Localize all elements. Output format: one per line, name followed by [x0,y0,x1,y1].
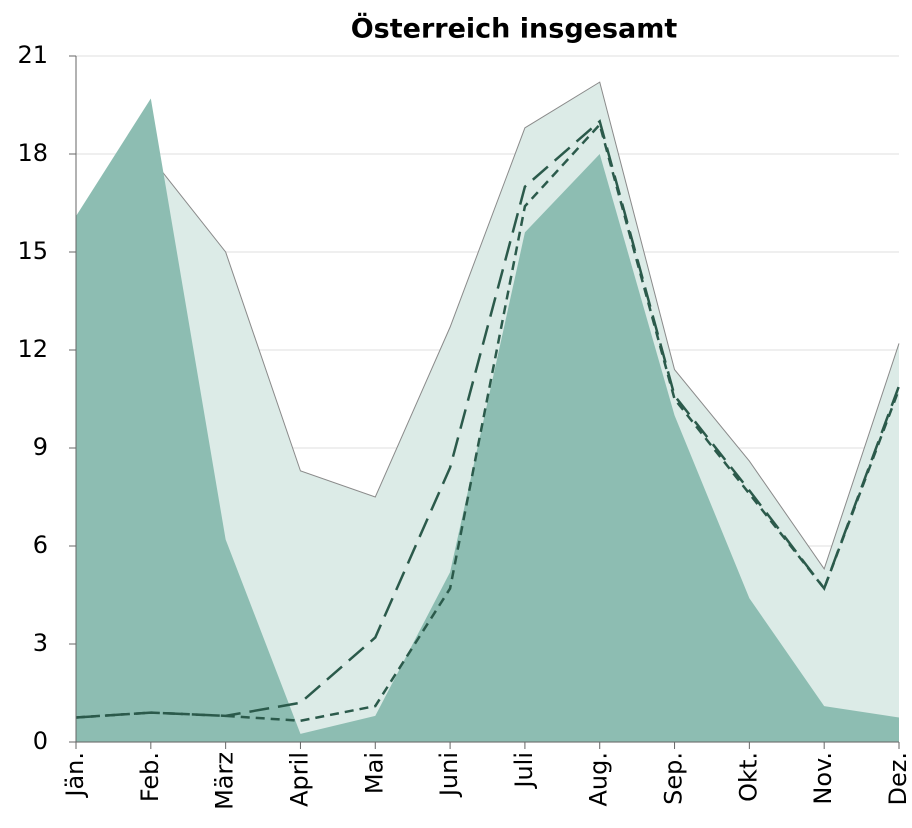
x-tick-label: Dez. [884,752,912,805]
x-tick-label: Feb. [136,752,164,802]
x-tick-label: Jän. [61,752,89,799]
x-tick-label: April [285,752,313,807]
x-tick-label: Okt. [734,752,762,802]
y-tick-label: 6 [33,531,48,559]
x-tick-label: Aug. [585,752,613,807]
y-tick-label: 15 [17,237,48,265]
area-outline [75,81,900,570]
y-tick-label: 12 [17,335,48,363]
chart-title: Österreich insgesamt [351,12,678,45]
y-tick-label: 3 [33,629,48,657]
axes: 0 3 6 9 12 15 18 21 Jän. Feb. März April Mai Juni Juli… [17,41,912,810]
line [75,122,901,723]
x-tick-label: Juli [510,752,538,790]
plot [75,81,901,743]
y-tick-label: 0 [33,727,48,755]
x-tick-label: Nov. [809,752,837,805]
x-tick-label: März [211,752,239,810]
x-tick-label: Juni [435,752,463,798]
area [76,98,899,742]
y-tick-label: 21 [17,41,48,69]
y-tick-label: 9 [33,433,48,461]
y-tick-label: 18 [17,139,48,167]
x-tick-label: Mai [360,752,388,794]
x-tick-label: Sep. [660,752,688,805]
line [75,119,901,719]
